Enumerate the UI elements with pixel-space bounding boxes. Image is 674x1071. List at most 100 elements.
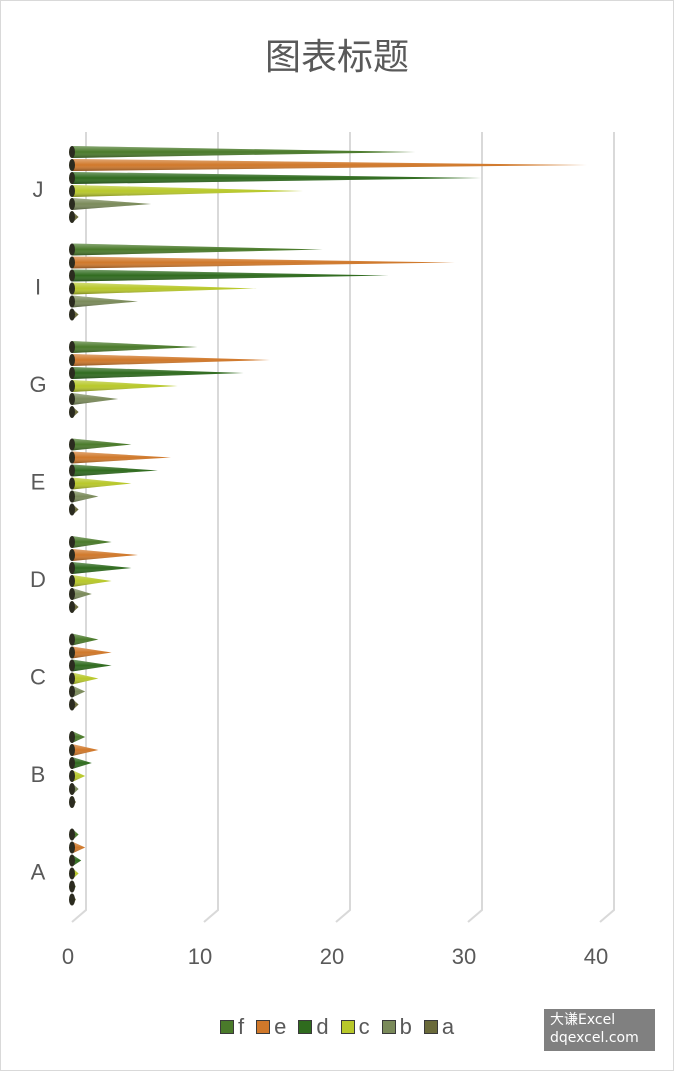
bar-shade (72, 757, 92, 769)
cone-b-I (69, 295, 138, 308)
cone-a-D (69, 601, 79, 613)
bar-base (69, 393, 75, 405)
cone-c-B (69, 770, 86, 782)
bar-base (69, 880, 75, 893)
cone-e-E (69, 451, 171, 464)
cone-c-D (69, 575, 112, 587)
bar-base (69, 341, 75, 353)
bar-shade (72, 744, 99, 756)
bar-base (69, 549, 75, 561)
legend-label: f (237, 1014, 245, 1039)
legend-label: c (358, 1014, 370, 1039)
cone-b-B (69, 783, 79, 795)
bar-shade (72, 185, 303, 197)
bar-base (69, 828, 75, 841)
bar-base (69, 770, 75, 782)
cone-d-G (69, 367, 244, 379)
y-tick-label: B (31, 762, 46, 787)
cone-d-J (69, 172, 482, 184)
bar-base (69, 380, 75, 392)
bar-base (69, 464, 75, 477)
legend-swatch (340, 1020, 355, 1034)
bar-shade (72, 536, 112, 548)
bar-shade (72, 731, 86, 743)
legend-item-b: b (381, 1014, 412, 1040)
bar-base (69, 841, 75, 854)
legend-item-f: f (219, 1014, 245, 1040)
bar-base (69, 256, 75, 269)
bar-base (69, 211, 75, 223)
bar-shade (72, 770, 86, 782)
cone-b-C (69, 685, 86, 698)
x-tick-label: 10 (188, 944, 212, 969)
cone-f-C (69, 633, 99, 646)
bar-base (69, 562, 75, 574)
bar-shade (72, 464, 158, 477)
bar-base (69, 659, 75, 672)
cone-d-D (69, 562, 132, 574)
cone-b-J (69, 198, 152, 210)
bar-shade (72, 341, 198, 353)
cone-e-C (69, 646, 112, 659)
gridline (71, 132, 87, 923)
cone-b-E (69, 490, 99, 503)
cone-c-A (69, 867, 79, 880)
cone-a-G (69, 406, 79, 418)
y-tick-label: J (33, 177, 44, 202)
bar-shade (72, 633, 99, 646)
bar-shade (72, 646, 112, 659)
bar-shade (72, 588, 92, 600)
bar-base (69, 438, 75, 451)
cone-b-G (69, 393, 119, 405)
bar-shade (72, 198, 152, 210)
gridline (203, 132, 219, 923)
bar-base (69, 406, 75, 418)
bar-base (69, 601, 75, 613)
cone-a-I (69, 308, 79, 321)
bar-base (69, 893, 75, 906)
legend-label: b (399, 1014, 412, 1039)
cone-d-I (69, 269, 389, 282)
bar-shade (72, 159, 587, 171)
bar-base (69, 295, 75, 308)
legend-label: d (316, 1014, 329, 1039)
bar-base (69, 198, 75, 210)
cone-a-J (69, 211, 79, 223)
bar-shade (72, 354, 270, 366)
bar-base (69, 685, 75, 698)
bar-base (69, 490, 75, 503)
bar-shade (72, 659, 112, 672)
y-tick-label: D (30, 567, 46, 592)
bar-shade (72, 477, 132, 490)
x-tick-label: 20 (320, 944, 344, 969)
legend-label: a (441, 1014, 455, 1039)
bar-shade (72, 172, 482, 184)
bar-base (69, 633, 75, 646)
bar-base (69, 308, 75, 321)
bar-shade (72, 841, 86, 854)
gridline (467, 132, 483, 923)
y-tick-label: C (30, 664, 46, 689)
bar-base (69, 243, 75, 256)
cone-f-G (69, 341, 198, 353)
bar-base (69, 146, 75, 158)
cone-d-E (69, 464, 158, 477)
bar-shade (72, 438, 132, 451)
bar-shade (72, 672, 99, 685)
cone-e-J (69, 159, 587, 171)
bar-base (69, 575, 75, 587)
bar-shade (72, 393, 119, 405)
cone-a-B (69, 796, 76, 808)
bar-shade (72, 243, 323, 256)
bar-base (69, 796, 75, 808)
bar-base (69, 159, 75, 171)
cone-f-A (69, 828, 79, 841)
cone-b-D (69, 588, 92, 600)
cone-b-A (69, 880, 76, 893)
bar-base (69, 536, 75, 548)
cone-c-J (69, 185, 303, 197)
bar-base (69, 731, 75, 743)
legend-swatch (256, 1020, 271, 1034)
legend-item-a: a (423, 1014, 455, 1040)
